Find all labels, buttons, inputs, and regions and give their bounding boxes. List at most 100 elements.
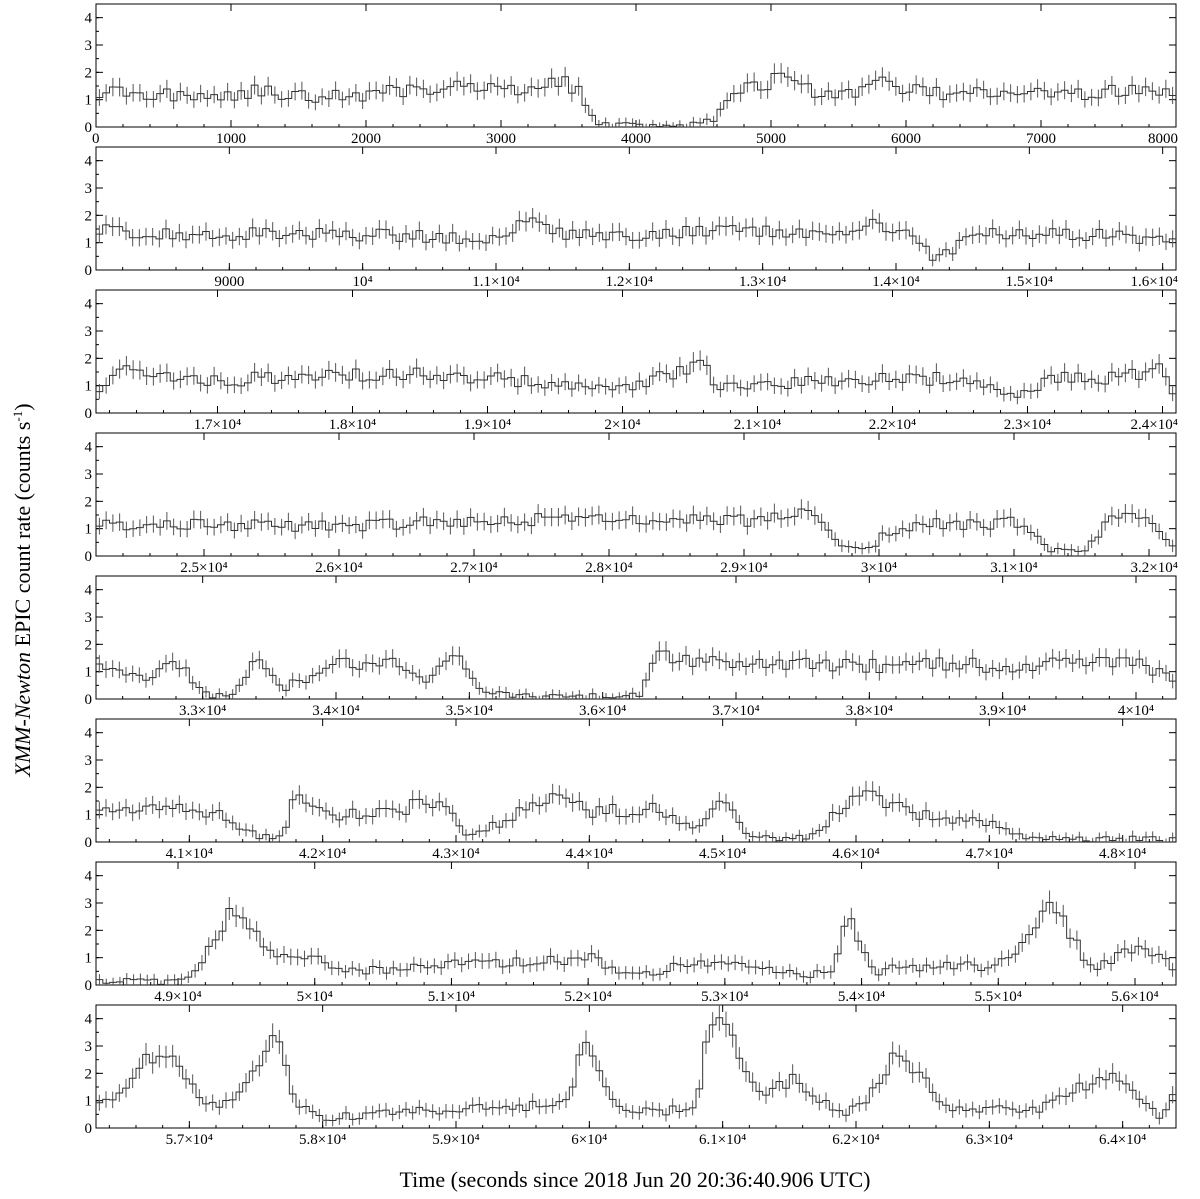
light-curve-series — [96, 207, 1176, 267]
x-tick-label: 9000 — [214, 274, 244, 290]
light-curve-series — [96, 641, 1176, 699]
y-tick-label: 3 — [85, 610, 93, 626]
y-tick-label: 3 — [85, 753, 93, 769]
y-tick-label: 1 — [85, 379, 93, 395]
x-tick-label: 6.1×10⁴ — [699, 1132, 746, 1148]
y-tick-label: 1 — [85, 665, 93, 681]
x-tick-label: 10⁴ — [353, 274, 373, 290]
panel-5: 0 1 2 3 4 3.3×10⁴ 3.4×10⁴ 3.5×10⁴ 3.6×10⁴ 3.7×10⁴… — [85, 575, 1177, 719]
x-tick-label: 2.8×10⁴ — [585, 560, 632, 576]
count-rate-histogram — [96, 217, 1176, 261]
y-tick-label: 3 — [85, 467, 93, 483]
x-tick-label: 5.5×10⁴ — [975, 989, 1022, 1005]
x-tick-label: 7000 — [1026, 131, 1056, 147]
y-tick-label: 2 — [85, 351, 93, 367]
y-tick-label: 2 — [85, 637, 93, 653]
x-tick-label: 4×10⁴ — [1118, 703, 1154, 719]
x-axis-title: Time (seconds since 2018 Jun 20 20:36:40… — [400, 1167, 871, 1192]
x-tick-label: 2.1×10⁴ — [734, 417, 781, 433]
y-tick-label: 0 — [85, 978, 93, 994]
x-tick-label: 5×10⁴ — [297, 989, 333, 1005]
x-tick-label: 6000 — [891, 131, 921, 147]
panel-2: 0 1 2 3 4 9000 10⁴ 1.1×10⁴ 1.2×10⁴ 1.3×10⁴ 1.4×10⁴… — [85, 146, 1178, 290]
x-tick-label: 3.2×10⁴ — [1131, 560, 1178, 576]
light-curve-series — [96, 780, 1176, 842]
y-tick-label: 2 — [85, 208, 93, 224]
x-tick-label: 2×10⁴ — [604, 417, 640, 433]
x-tick-label: 5.6×10⁴ — [1111, 989, 1158, 1005]
y-tick-label: 3 — [85, 896, 93, 912]
y-tick-label: 0 — [85, 549, 93, 565]
y-tick-label: 2 — [85, 1066, 93, 1082]
y-tick-label: 4 — [85, 869, 93, 885]
x-tick-label: 3×10⁴ — [861, 560, 897, 576]
panel-8: 0 1 2 3 4 5.7×10⁴ 5.8×10⁴ 5.9×10⁴ 6×10⁴ 6.1×10⁴ 6.… — [85, 1004, 1177, 1148]
panel-frame — [95, 718, 1177, 843]
x-tick-label: 6.3×10⁴ — [966, 1132, 1013, 1148]
panel-frame — [95, 861, 1177, 986]
y-tick-label: 3 — [85, 38, 93, 54]
x-tick-label: 3.4×10⁴ — [312, 703, 359, 719]
y-tick-label: 2 — [85, 65, 93, 81]
count-rate-histogram — [96, 1017, 1176, 1122]
panel-3: 0 1 2 3 4 1.7×10⁴ 1.8×10⁴ 1.9×10⁴ 2×10⁴ 2.1×10⁴ 2.… — [85, 289, 1178, 433]
x-tick-label: 1000 — [216, 131, 246, 147]
x-tick-label: 3000 — [486, 131, 516, 147]
y-axis-title-text: EPIC count rate (counts s — [10, 422, 35, 652]
x-tick-label: 2.7×10⁴ — [450, 560, 497, 576]
x-tick-label: 3.8×10⁴ — [846, 703, 893, 719]
x-tick-label: 3.9×10⁴ — [979, 703, 1026, 719]
x-tick-label: 1.9×10⁴ — [464, 417, 511, 433]
count-rate-histogram — [96, 650, 1176, 699]
error-bars — [98, 780, 1174, 842]
count-rate-histogram — [96, 508, 1176, 553]
x-tick-label: 5.9×10⁴ — [432, 1132, 479, 1148]
x-tick-label: 4.5×10⁴ — [699, 846, 746, 862]
x-tick-label: 2.3×10⁴ — [1004, 417, 1051, 433]
x-tick-label: 2000 — [351, 131, 381, 147]
y-tick-label: 3 — [85, 1039, 93, 1055]
x-tick-label: 1.6×10⁴ — [1131, 274, 1178, 290]
x-tick-label: 4000 — [621, 131, 651, 147]
x-tick-label: 4.8×10⁴ — [1099, 846, 1146, 862]
x-tick-label: 2.4×10⁴ — [1131, 417, 1178, 433]
x-tick-label: 4.4×10⁴ — [566, 846, 613, 862]
count-rate-histogram — [96, 72, 1176, 127]
x-tick-label: 4.2×10⁴ — [299, 846, 346, 862]
y-tick-label: 0 — [85, 406, 93, 422]
y-tick-label: 1 — [85, 951, 93, 967]
y-tick-label: 0 — [85, 263, 93, 279]
y-tick-label: 0 — [85, 1121, 93, 1137]
x-tick-label: 5000 — [756, 131, 786, 147]
y-tick-label: 2 — [85, 923, 93, 939]
y-axis-title: XMM-Newton EPIC count rate (counts s-1) — [10, 403, 35, 777]
count-rate-histogram — [96, 790, 1176, 842]
x-tick-label: 4.3×10⁴ — [432, 846, 479, 862]
light-curve-series — [96, 499, 1176, 556]
y-tick-label: 1 — [85, 1094, 93, 1110]
error-bars — [98, 207, 1174, 267]
y-tick-label: 4 — [85, 154, 93, 170]
light-curve-series — [96, 890, 1176, 985]
x-tick-label: 3.1×10⁴ — [990, 560, 1037, 576]
y-tick-label: 2 — [85, 494, 93, 510]
x-tick-label: 1.3×10⁴ — [739, 274, 786, 290]
x-tick-label: 5.3×10⁴ — [701, 989, 748, 1005]
y-tick-label: 4 — [85, 583, 93, 599]
x-tick-label: 5.4×10⁴ — [838, 989, 885, 1005]
x-tick-label: 1.4×10⁴ — [872, 274, 919, 290]
y-tick-label: 0 — [85, 692, 93, 708]
y-tick-label: 4 — [85, 11, 93, 27]
count-rate-histogram — [96, 901, 1176, 985]
x-tick-label: 6.2×10⁴ — [832, 1132, 879, 1148]
y-tick-label: 1 — [85, 522, 93, 538]
x-tick-label: 1.2×10⁴ — [606, 274, 653, 290]
y-axis-title-close: ) — [10, 403, 35, 410]
panel-7: 0 1 2 3 4 4.9×10⁴ 5×10⁴ 5.1×10⁴ 5.2×10⁴ 5.3×10⁴ 5.… — [85, 861, 1177, 1005]
x-tick-label: 5.8×10⁴ — [299, 1132, 346, 1148]
x-tick-label: 0 — [92, 131, 100, 147]
y-tick-label: 0 — [85, 835, 93, 851]
x-tick-label: 3.6×10⁴ — [579, 703, 626, 719]
y-tick-label: 1 — [85, 93, 93, 109]
